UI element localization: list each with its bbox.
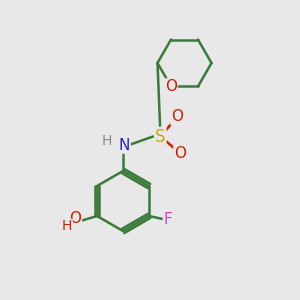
- Text: N: N: [119, 138, 130, 153]
- Text: H: H: [101, 134, 112, 148]
- Text: O: O: [174, 146, 186, 160]
- Text: F: F: [164, 212, 172, 226]
- Text: O: O: [69, 211, 81, 226]
- Text: S: S: [155, 128, 166, 146]
- Text: H: H: [62, 220, 72, 233]
- Text: O: O: [171, 110, 183, 124]
- Text: O: O: [165, 79, 177, 94]
